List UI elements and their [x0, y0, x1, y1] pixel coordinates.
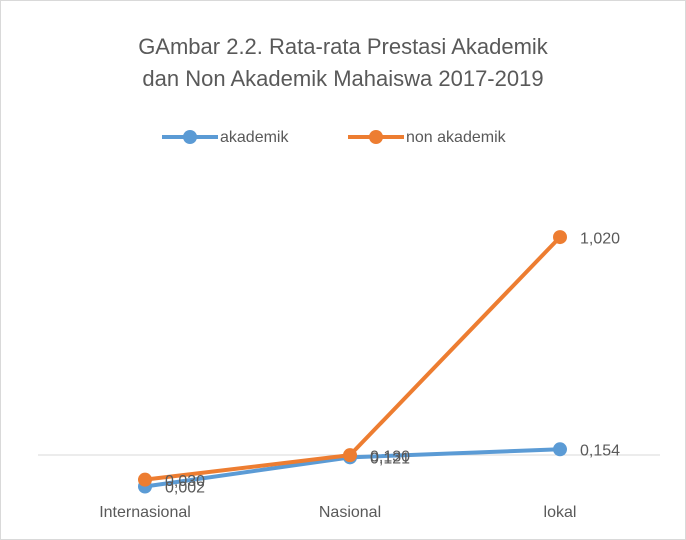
legend-marker [183, 130, 197, 144]
legend-label: non akademik [406, 129, 507, 146]
data-point [553, 230, 567, 245]
x-tick-label: lokal [544, 504, 577, 521]
data-label: 0,002 [165, 480, 205, 497]
x-tick-label: Nasional [319, 504, 381, 521]
legend-marker [369, 130, 383, 144]
chart-title: GAmbar 2.2. Rata-rata Prestasi Akademik [138, 34, 549, 59]
data-label: 0,154 [580, 442, 620, 459]
data-label: 0,130 [370, 448, 410, 465]
data-label: 0,030 [165, 473, 205, 490]
chart-title: dan Non Akademik Mahaiswa 2017-2019 [142, 66, 543, 91]
data-point [553, 442, 567, 457]
legend-label: akademik [220, 129, 289, 146]
data-label: 0,121 [370, 451, 410, 468]
data-point [343, 448, 357, 463]
data-point [138, 472, 152, 487]
data-label: 1,020 [580, 230, 620, 247]
x-tick-label: Internasional [99, 504, 191, 521]
